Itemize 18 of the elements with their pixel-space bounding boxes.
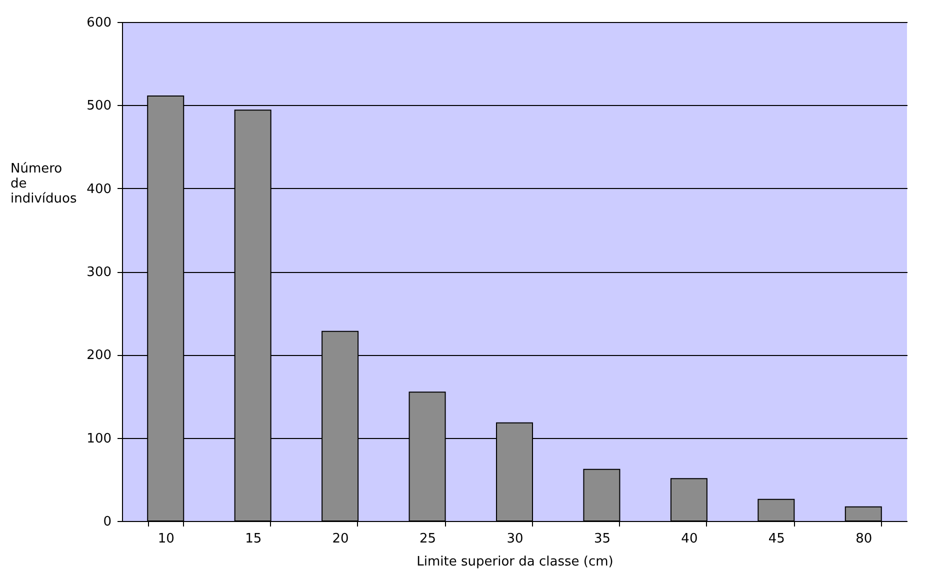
y-tick-label: 200 <box>86 348 112 364</box>
y-tick-label: 500 <box>86 98 112 114</box>
x-tick-label: 15 <box>245 532 262 546</box>
y-tick-label: 0 <box>103 514 112 530</box>
x-tick-label: 10 <box>158 532 174 546</box>
x-axis-title: Limite superior da classe (cm) <box>416 554 614 570</box>
x-tick-label: 80 <box>856 532 872 546</box>
x-tick-label: 45 <box>768 532 785 546</box>
x-tick-label: 40 <box>681 532 698 546</box>
y-tick-label: 300 <box>86 265 112 280</box>
x-tick-label: 30 <box>506 532 524 546</box>
y-axis-title: Número de indivíduos <box>10 162 77 206</box>
x-tick-label: 20 <box>332 532 349 546</box>
x-tick-label: 35 <box>594 532 610 546</box>
y-tick-label: 600 <box>86 16 112 30</box>
y-tick-label: 100 <box>86 431 112 446</box>
x-tick-label: 25 <box>420 532 436 546</box>
y-tick-label: 400 <box>86 182 112 197</box>
